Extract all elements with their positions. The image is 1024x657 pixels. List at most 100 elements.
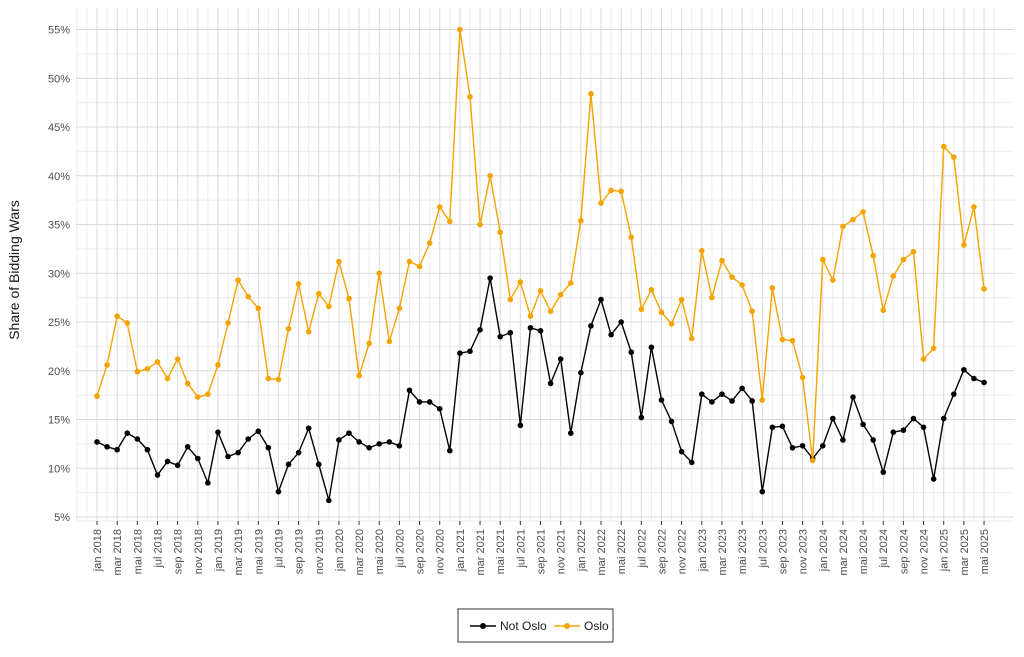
data-point-oslo (739, 282, 745, 288)
y-tick-label: 15% (48, 415, 70, 427)
data-point-oslo (265, 375, 272, 382)
data-point-oslo (134, 368, 141, 375)
x-tick-label: jul 2018 (152, 529, 164, 569)
data-point-oslo (930, 345, 937, 352)
data-point-oslo (386, 338, 393, 345)
data-point-oslo (658, 309, 665, 316)
x-tick-label: sep 2024 (898, 529, 910, 574)
data-point-not-oslo (819, 443, 826, 449)
data-point-not-oslo (184, 444, 191, 450)
data-point-oslo (164, 375, 171, 382)
data-point-oslo (729, 274, 735, 280)
x-tick-label: mai 2022 (616, 529, 628, 574)
data-point-not-oslo (457, 350, 463, 357)
data-point-not-oslo (265, 444, 272, 451)
data-point-not-oslo (295, 449, 302, 456)
data-point-oslo (477, 221, 483, 228)
x-tick-label: jan 2018 (92, 529, 104, 572)
legend-label-oslo: Oslo (584, 619, 609, 633)
x-tick-label: nov 2021 (556, 529, 568, 574)
x-tick-label: sep 2021 (536, 529, 548, 574)
data-point-oslo (688, 335, 695, 342)
data-point-oslo (961, 242, 967, 248)
y-tick-label: 5% (54, 512, 70, 524)
data-point-oslo (507, 296, 514, 303)
data-point-not-oslo (557, 356, 564, 362)
data-point-not-oslo (215, 429, 221, 435)
x-tick-label: sep 2023 (777, 529, 789, 574)
data-point-not-oslo (578, 369, 584, 376)
data-point-not-oslo (870, 437, 876, 443)
data-point-oslo (598, 200, 604, 206)
x-tick-label: mai 2018 (132, 529, 144, 574)
x-tick-label: jul 2019 (273, 529, 285, 569)
data-point-oslo (588, 91, 594, 97)
data-point-not-oslo (608, 331, 614, 338)
data-point-oslo (638, 306, 645, 313)
y-axis-title: Share of Bidding Wars (6, 200, 22, 340)
data-point-oslo (124, 320, 131, 326)
data-point-not-oslo (769, 424, 776, 431)
legend-key-oslo-point (564, 623, 570, 629)
x-tick-label: mai 2019 (253, 529, 265, 574)
data-point-oslo (376, 270, 383, 277)
x-tick-label: mar 2021 (475, 529, 487, 575)
x-tick-label: sep 2019 (294, 529, 306, 574)
data-point-not-oslo (426, 399, 433, 405)
data-point-oslo (467, 93, 473, 100)
data-point-oslo (789, 337, 796, 344)
data-point-oslo (447, 218, 453, 225)
data-point-oslo (870, 252, 876, 259)
data-point-not-oslo (658, 397, 665, 403)
data-point-oslo (406, 258, 413, 265)
x-tick-label: nov 2020 (435, 529, 447, 574)
x-tick-label: nov 2018 (193, 529, 205, 574)
x-tick-label: jan 2020 (334, 529, 346, 572)
data-point-oslo (890, 273, 897, 279)
data-point-oslo (900, 256, 907, 263)
data-point-oslo (94, 393, 100, 399)
data-point-not-oslo (326, 497, 332, 504)
data-point-oslo (547, 308, 554, 315)
data-point-oslo (860, 209, 866, 215)
x-tick-label: jan 2023 (697, 529, 709, 572)
data-point-oslo (114, 313, 120, 319)
data-point-not-oslo (195, 455, 201, 462)
data-point-not-oslo (648, 344, 655, 351)
data-point-not-oslo (759, 488, 766, 495)
data-point-oslo (346, 295, 352, 302)
data-point-not-oslo (285, 461, 292, 468)
data-point-not-oslo (678, 448, 685, 455)
data-point-not-oslo (981, 379, 987, 386)
data-point-oslo (628, 234, 635, 240)
data-point-not-oslo (588, 323, 594, 329)
data-point-oslo (255, 305, 262, 312)
x-tick-label: mar 2019 (233, 529, 245, 575)
data-point-not-oslo (951, 391, 957, 397)
data-point-oslo (527, 313, 534, 319)
x-tick-label: mai 2021 (495, 529, 507, 574)
data-point-not-oslo (961, 366, 967, 373)
x-tick-label: mar 2024 (838, 529, 850, 575)
data-point-not-oslo (688, 459, 695, 466)
x-tick-label: jul 2021 (515, 529, 527, 569)
data-point-oslo (154, 359, 161, 365)
data-point-oslo (557, 291, 564, 298)
data-point-not-oslo (497, 333, 504, 340)
x-tick-label: mai 2023 (737, 529, 749, 574)
data-point-oslo (951, 154, 957, 161)
x-tick-label: mai 2024 (858, 529, 870, 574)
data-point-oslo (245, 293, 251, 300)
data-point-not-oslo (840, 437, 846, 443)
data-point-not-oslo (255, 428, 262, 435)
y-tick-label: 45% (48, 122, 70, 134)
data-point-not-oslo (779, 423, 786, 430)
y-tick-label: 35% (48, 220, 70, 232)
data-point-not-oslo (305, 425, 312, 432)
data-point-not-oslo (396, 443, 403, 449)
data-point-not-oslo (719, 391, 725, 397)
data-point-not-oslo (346, 430, 352, 436)
data-point-not-oslo (356, 439, 362, 445)
data-point-not-oslo (567, 430, 574, 436)
data-point-oslo (315, 290, 322, 297)
